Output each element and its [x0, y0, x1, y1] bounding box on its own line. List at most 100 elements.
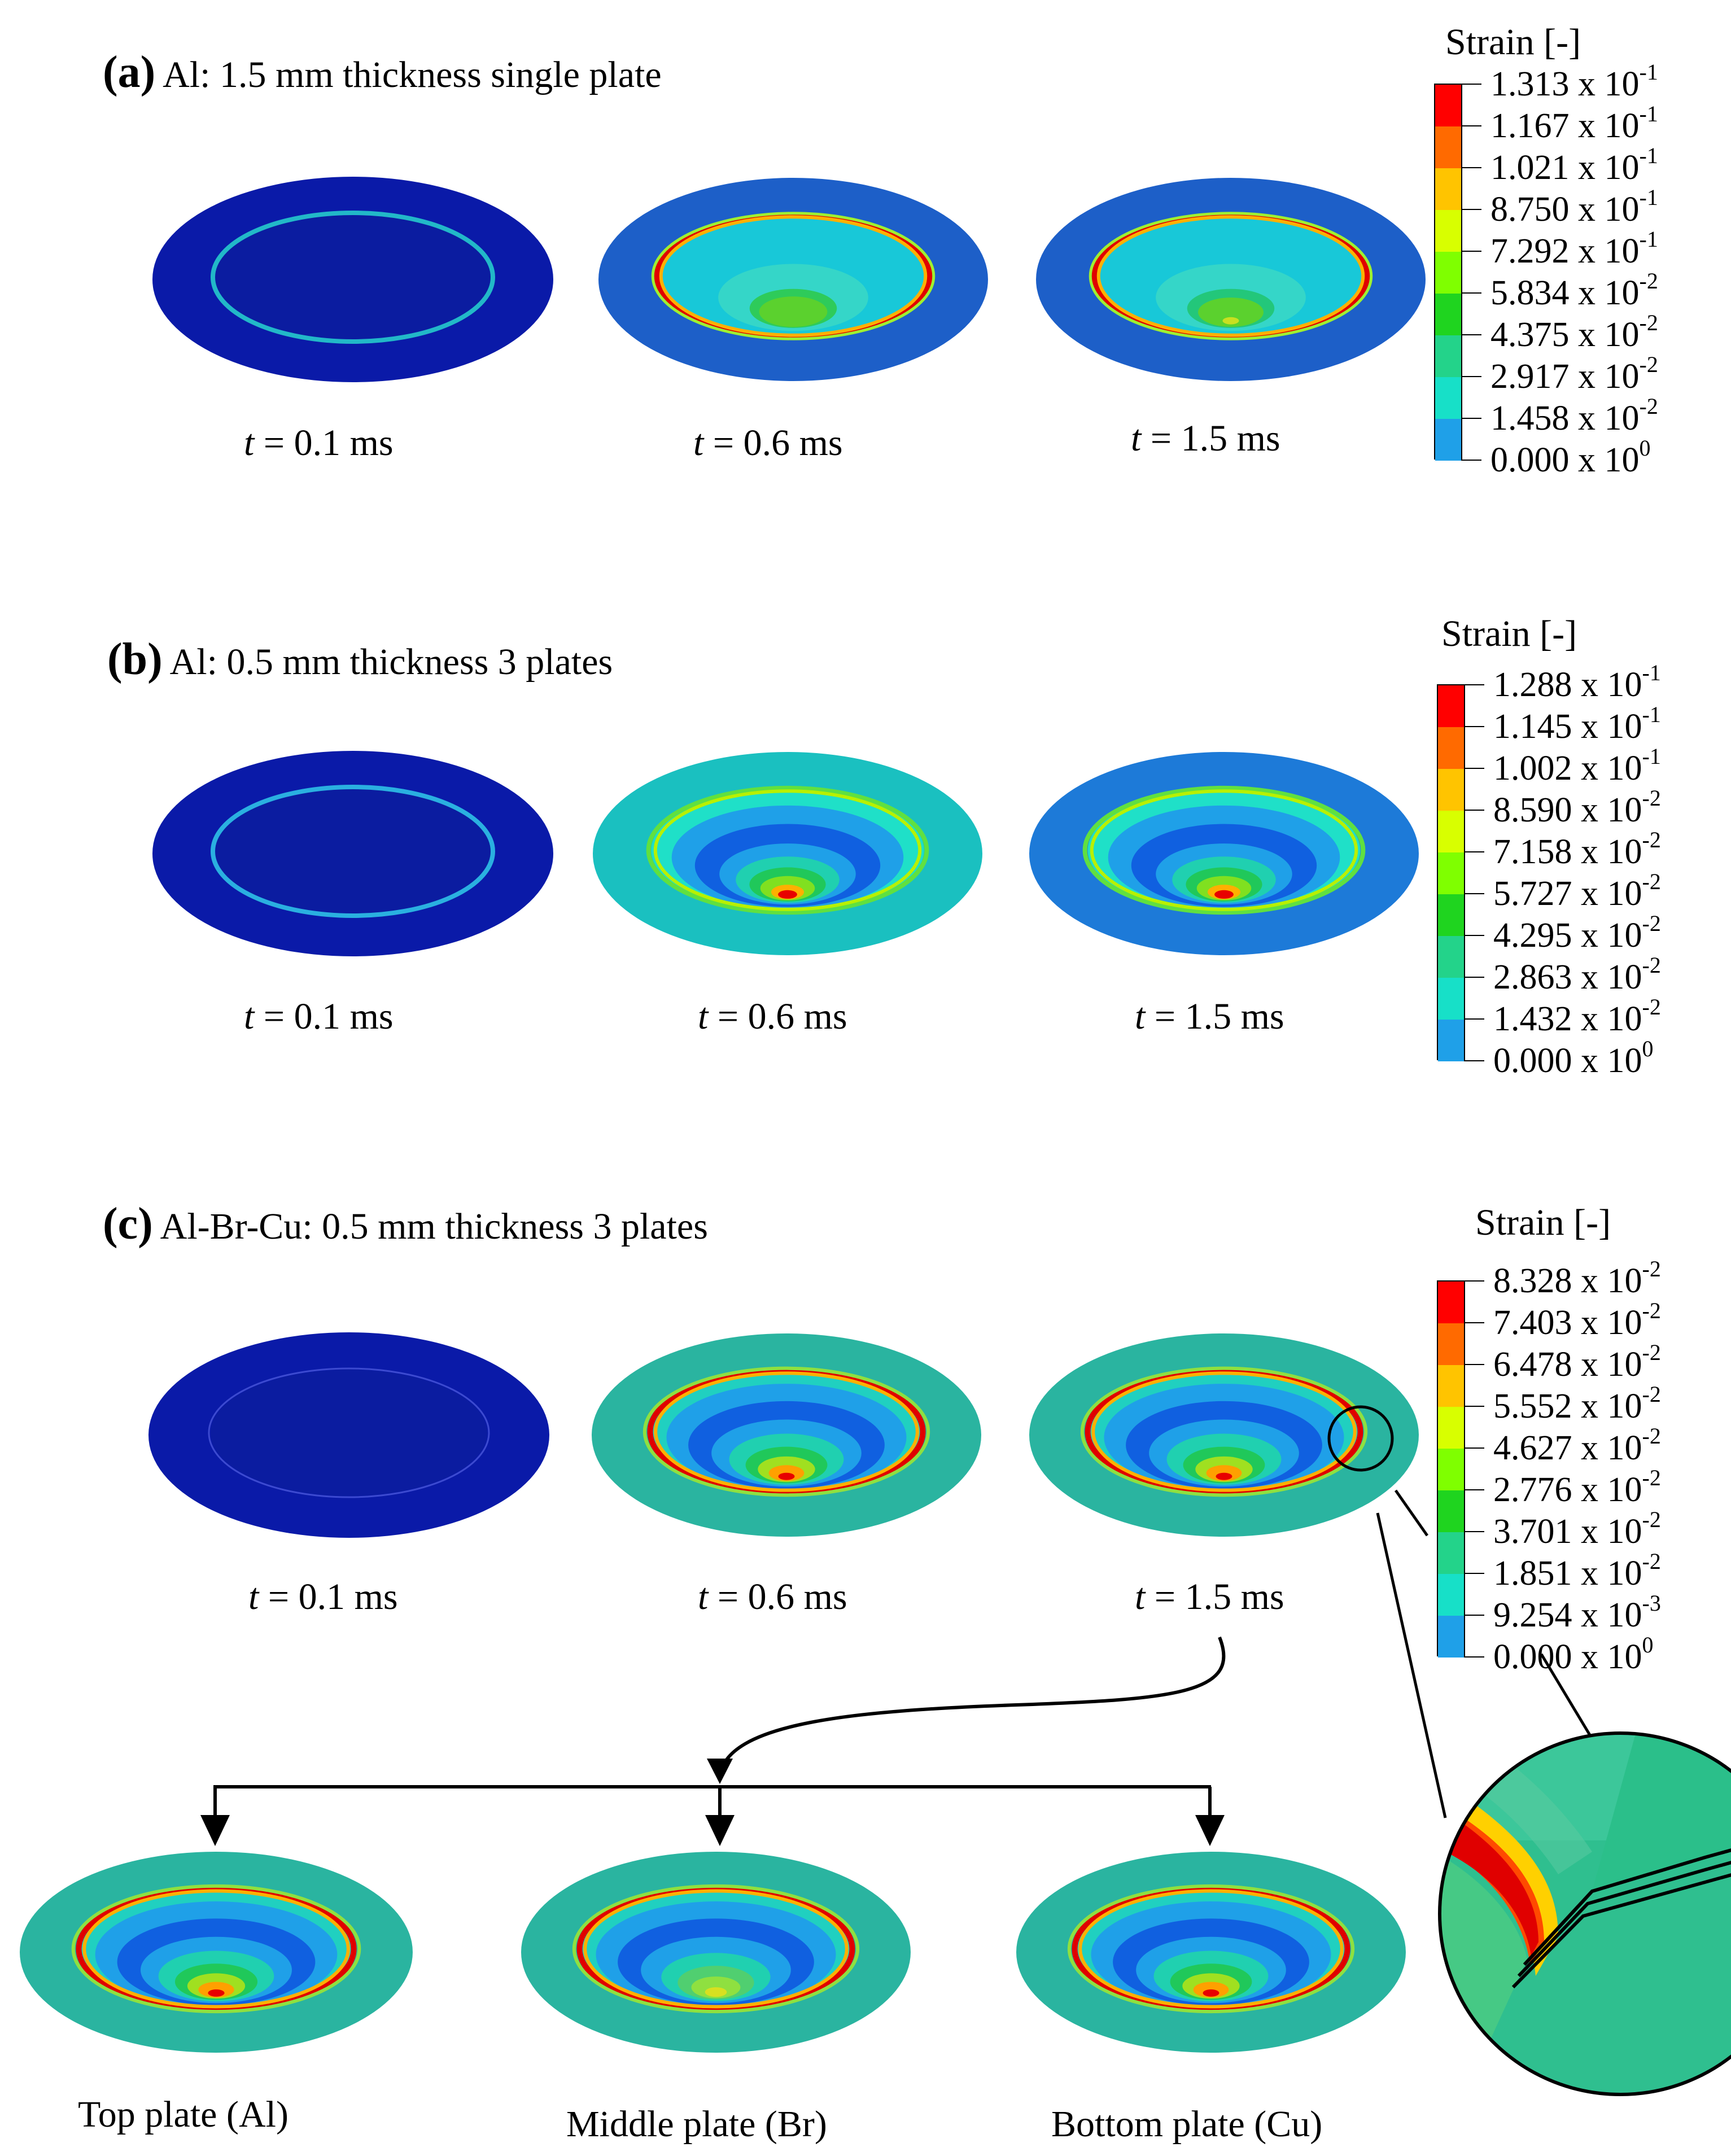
colorbar-segment	[1435, 168, 1461, 210]
colorbar-segment	[1438, 685, 1464, 727]
colorbar-segment	[1438, 1490, 1464, 1532]
colorbar-tick	[1461, 209, 1481, 210]
plate-c-t3	[1029, 1333, 1419, 1537]
colorbar-tick-label: 1.002 x 10-1	[1493, 744, 1661, 788]
colorbar-tick-label: 4.627 x 10-2	[1493, 1423, 1661, 1467]
colorbar-tick	[1464, 726, 1484, 727]
colorbar-tick-label: 1.432 x 10-2	[1493, 994, 1661, 1038]
colorbar-c	[1437, 1280, 1465, 1658]
rim-ring	[583, 1889, 849, 2009]
colorbar-tick	[1461, 334, 1481, 335]
colorbar-tick	[1461, 125, 1481, 126]
colorbar-tick-label: 2.917 x 10-2	[1490, 352, 1658, 396]
arrow-head-bottom-plate	[1195, 1815, 1225, 1846]
plate-dome	[215, 214, 491, 340]
rim-ring	[1096, 215, 1365, 337]
rim-ring	[642, 1366, 930, 1497]
colorbar-tick	[1461, 376, 1481, 377]
rim-ring	[1089, 212, 1373, 340]
colorbar-segment	[1435, 210, 1461, 252]
panel-c-letter: (c)	[103, 1199, 153, 1249]
contour-band	[1216, 1472, 1232, 1480]
panel-b-letter: (b)	[107, 635, 163, 684]
time-label-b-1: t = 0.1 ms	[244, 996, 394, 1037]
arrow-head-middle-plate	[705, 1815, 735, 1846]
colorbar-tick-label: 7.403 x 10-2	[1493, 1298, 1661, 1342]
colorbar-tick	[1464, 1489, 1484, 1490]
colorbar-tick-label: 8.750 x 10-1	[1490, 185, 1658, 229]
plate-dome	[211, 1370, 487, 1496]
colorbar-tick-label: 8.590 x 10-2	[1493, 785, 1661, 829]
colorbar-tick-label: 1.851 x 10-2	[1493, 1549, 1661, 1593]
rim-ring	[576, 1886, 855, 2012]
plate-ring	[211, 211, 495, 344]
colorbar-segment	[1438, 894, 1464, 936]
plate-ring	[208, 1367, 490, 1498]
rim-ring	[1091, 212, 1370, 340]
colorbar-tick-label: 1.145 x 10-1	[1493, 702, 1661, 746]
colorbar-tick-label: 6.478 x 10-2	[1493, 1340, 1661, 1384]
plate-label-bottom: Bottom plate (Cu)	[1051, 2103, 1323, 2145]
colorbar-tick	[1464, 1656, 1484, 1658]
plate-a-t1	[152, 177, 553, 382]
colorbar-tick-label: 9.254 x 10-3	[1493, 1590, 1661, 1634]
colorbar-tick-label: 2.863 x 10-2	[1493, 952, 1661, 996]
colorbar-segment	[1438, 1020, 1464, 1061]
colorbar-tick	[1464, 1280, 1484, 1282]
colorbar-tick	[1464, 684, 1484, 685]
colorbar-tick	[1464, 1573, 1484, 1574]
plate-a-t2	[598, 178, 988, 381]
rim-ring	[653, 789, 922, 911]
rim-ring	[647, 1368, 926, 1495]
time-label-c-2: t = 0.6 ms	[698, 1576, 847, 1617]
colorbar-segment	[1438, 727, 1464, 769]
rim-ring	[659, 215, 928, 337]
panel-c-title: Al-Br-Cu: 0.5 mm thickness 3 plates	[160, 1206, 708, 1247]
panel-a-heading: (a) Al: 1.5 mm thickness single plate	[103, 50, 662, 95]
rim-ring	[82, 1889, 350, 2009]
plate-middle-br	[521, 1852, 911, 2053]
zoom-leader-left	[1376, 1512, 1447, 1818]
colorbar-tick-label: 1.458 x 10-2	[1490, 393, 1658, 438]
contour-band	[778, 890, 797, 899]
rim-ring	[1090, 789, 1358, 911]
colorbar-tick	[1461, 251, 1481, 252]
contour-band	[1198, 298, 1264, 327]
contour-band	[1222, 317, 1239, 325]
zoom-detail	[1438, 1731, 1731, 2096]
split-arrow-curve	[718, 1636, 1226, 1779]
contour-band	[1203, 1989, 1219, 1997]
plate-b-t2	[593, 752, 982, 955]
plate-b-t1	[152, 751, 553, 956]
time-label-a-1: t = 0.1 ms	[244, 422, 394, 463]
colorbar-segment	[1438, 936, 1464, 978]
rim-ring	[1085, 1368, 1363, 1495]
colorbar-segment	[1438, 1449, 1464, 1490]
panel-a-letter: (a)	[103, 47, 156, 97]
colorbar-tick-label: 5.834 x 10-2	[1490, 268, 1658, 312]
colorbar-tick-label: 0.000 x 100	[1493, 1036, 1654, 1080]
contour-band	[759, 296, 828, 327]
rim-ring	[651, 212, 936, 340]
plate-label-middle: Middle plate (Br)	[566, 2103, 827, 2145]
rim-ring	[1091, 1371, 1357, 1492]
colorbar-tick	[1461, 418, 1481, 419]
colorbar-segment	[1438, 811, 1464, 852]
rim-ring	[1080, 1366, 1368, 1497]
time-label-a-2: t = 0.6 ms	[693, 422, 843, 463]
colorbar-b	[1437, 684, 1465, 1061]
colorbar-segment	[1435, 252, 1461, 294]
colorbar-tick-label: 0.000 x 100	[1490, 435, 1651, 479]
rim-ring	[654, 212, 933, 340]
legend-title-c: Strain [-]	[1475, 1202, 1611, 1243]
colorbar-tick	[1464, 1364, 1484, 1365]
colorbar-tick	[1464, 1615, 1484, 1616]
colorbar-tick	[1464, 1018, 1484, 1020]
colorbar-tick	[1464, 768, 1484, 769]
colorbar-tick	[1464, 851, 1484, 852]
colorbar-tick-label: 8.328 x 10-2	[1493, 1256, 1661, 1300]
colorbar-segment	[1435, 335, 1461, 377]
colorbar-tick-label: 1.021 x 10-1	[1490, 143, 1658, 187]
colorbar-segment	[1435, 294, 1461, 335]
